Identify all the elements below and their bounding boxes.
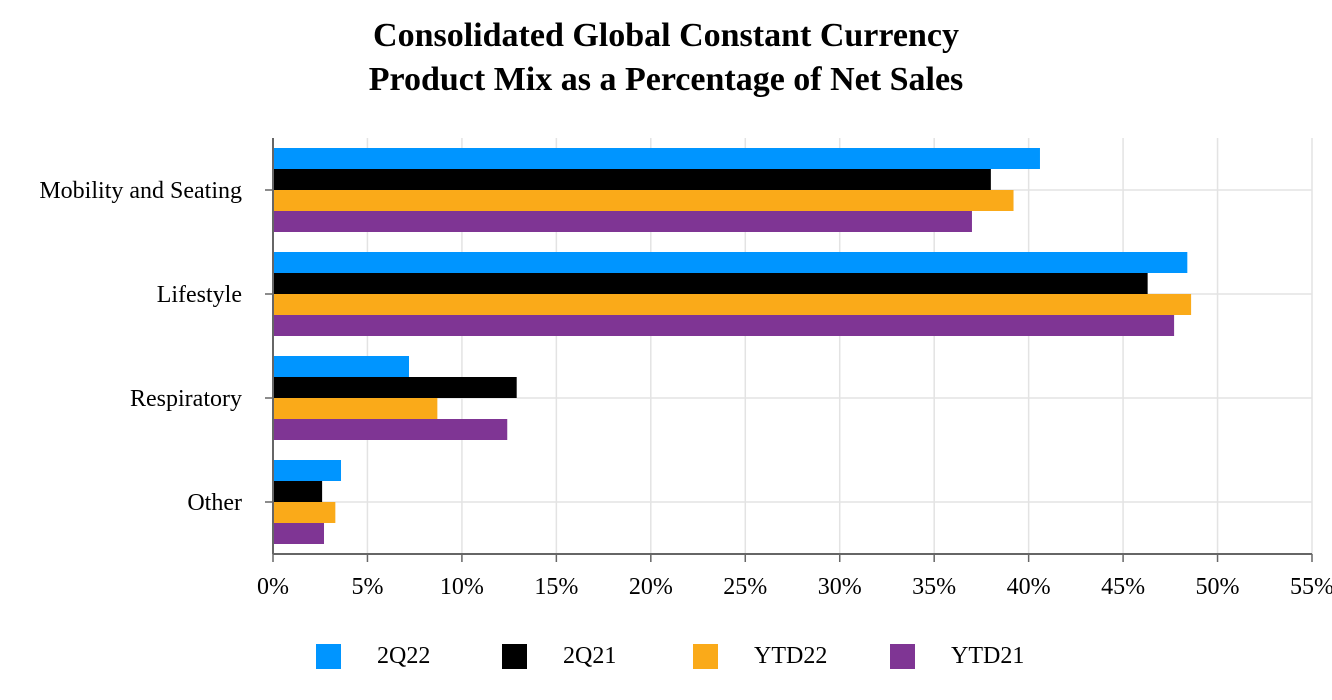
x-tick-label: 30% [818,574,862,600]
chart-title: Consolidated Global Constant Currency Pr… [0,14,1332,102]
bars [273,148,1192,544]
bar-2q22-mobility-and-seating [273,148,1040,169]
bar-ytd21-lifestyle [273,315,1175,336]
bar-2q21-lifestyle [273,273,1148,294]
legend: 2Q22 2Q21 YTD22 YTD21 [0,636,1332,676]
bar-ytd22-other [273,502,336,523]
legend-item-2q22: 2Q22 [316,636,430,676]
x-tick-label: 0% [257,574,289,600]
category-label: Other [187,490,242,516]
legend-swatch [316,643,341,669]
x-tick-label: 45% [1101,574,1145,600]
bar-ytd21-mobility-and-seating [273,211,972,232]
x-tick-label: 10% [440,574,484,600]
chart-title-line-1: Consolidated Global Constant Currency [373,17,959,54]
legend-item-ytd22: YTD22 [693,636,827,676]
category-label: Mobility and Seating [39,178,242,204]
bar-2q22-other [273,460,342,481]
chart-title-line-2: Product Mix as a Percentage of Net Sales [368,61,964,98]
bar-chart: Mobility and Seating Lifestyle Respiratory… [39,138,1332,600]
legend-label: 2Q21 [563,642,617,669]
x-tick-label: 20% [629,574,673,600]
bar-ytd22-lifestyle [273,294,1192,315]
bar-2q21-mobility-and-seating [273,169,991,190]
bar-2q21-other [273,481,323,502]
bar-ytd22-mobility-and-seating [273,190,1014,211]
x-tick-label: 5% [351,574,383,600]
legend-swatch [693,643,718,669]
x-tick-label: 50% [1196,574,1240,600]
category-label: Respiratory [130,386,242,412]
bar-2q22-lifestyle [273,252,1188,273]
x-tick-label: 55% [1290,574,1332,600]
x-tick-label: 25% [723,574,767,600]
legend-label: YTD22 [754,642,828,669]
category-labels: Mobility and Seating Lifestyle Respiratory… [39,178,242,516]
bar-ytd21-respiratory [273,419,508,440]
x-tick-label: 35% [912,574,956,600]
x-tick-label: 15% [534,574,578,600]
legend-label: YTD21 [951,642,1025,669]
x-tick-label: 40% [1007,574,1051,600]
legend-label: 2Q22 [377,642,431,669]
bar-2q21-respiratory [273,377,517,398]
legend-item-2q21: 2Q21 [502,636,616,676]
category-label: Lifestyle [157,282,242,308]
tick-labels: 0% 5% 10% 15% 20% 25% 30% 35% 40% 45% 50% 55% [257,574,1332,600]
legend-item-ytd21: YTD21 [890,636,1024,676]
legend-swatch [502,643,527,669]
bar-ytd22-respiratory [273,398,438,419]
bar-ytd21-other [273,523,325,544]
bar-2q22-respiratory [273,356,410,377]
legend-swatch [890,643,915,669]
axes [265,138,1313,562]
